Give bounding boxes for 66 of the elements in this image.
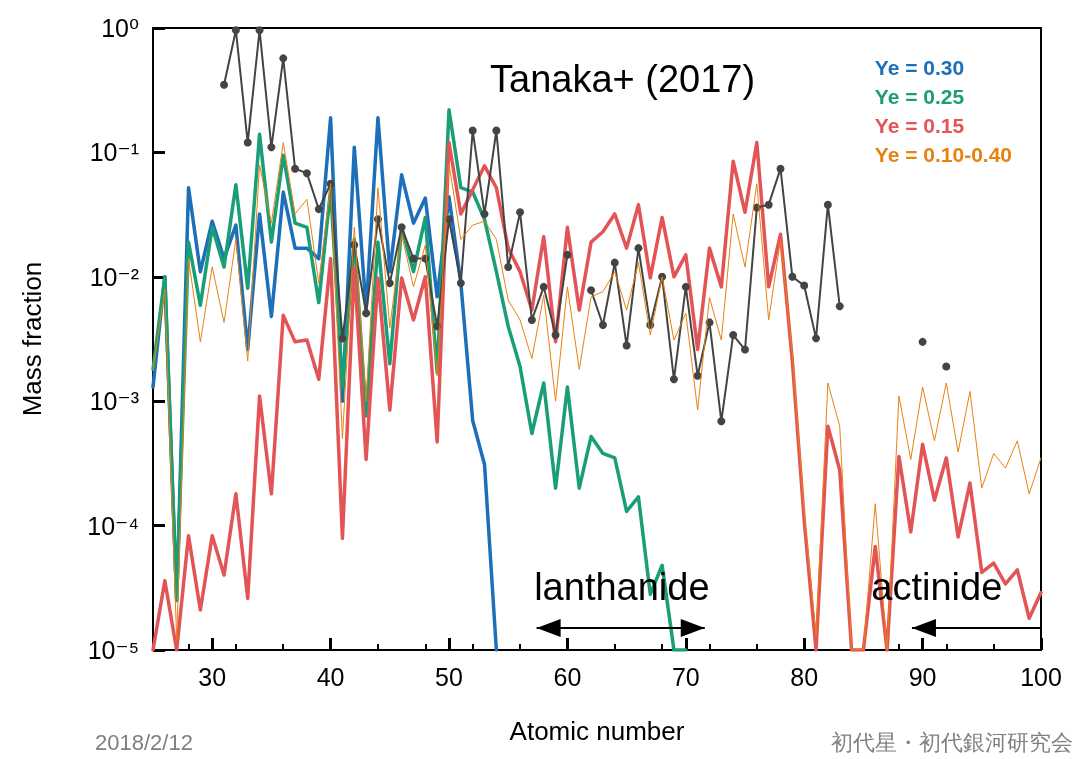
point: [764, 200, 773, 209]
point: [741, 345, 749, 354]
x-tick-label: 30: [198, 662, 227, 691]
text: 初代星・初代銀河研究会: [831, 729, 1073, 755]
text: Ye = 0.25: [874, 85, 965, 108]
point: [634, 244, 643, 253]
text: Ye = 0.30: [874, 56, 965, 79]
x-tick-label: 80: [790, 662, 819, 691]
point: [291, 164, 300, 173]
point: [243, 138, 252, 147]
point: [918, 337, 927, 346]
x-tick-label: 100: [1020, 662, 1062, 691]
point: [397, 223, 406, 232]
point: [776, 164, 785, 173]
point: [338, 334, 347, 343]
point: [468, 126, 477, 135]
point: [942, 362, 951, 371]
y-tick-label: 10⁰: [101, 14, 139, 42]
y-tick-label: 10⁻³: [89, 387, 139, 416]
point: [835, 302, 844, 311]
point: [231, 26, 240, 35]
point: [669, 375, 678, 384]
point: [800, 281, 809, 290]
point: [598, 320, 607, 329]
point: [729, 331, 738, 340]
point: [385, 279, 394, 288]
y-tick-label: 10⁻²: [89, 262, 139, 291]
point: [717, 417, 726, 426]
text: Tanaka+ (2017): [490, 58, 756, 100]
point: [551, 331, 560, 340]
x-tick-label: 60: [553, 662, 582, 691]
point: [362, 309, 371, 318]
point: [622, 341, 631, 350]
point: [610, 258, 619, 267]
point: [516, 208, 525, 217]
point: [302, 169, 311, 178]
point: [480, 209, 489, 218]
point: [823, 200, 832, 209]
x-tick-label: 50: [435, 662, 463, 691]
text: 2018/2/12: [95, 729, 193, 755]
point: [587, 286, 596, 295]
point: [456, 279, 465, 288]
point: [788, 272, 797, 281]
point: [539, 282, 548, 291]
point: [314, 205, 323, 214]
point: [492, 126, 501, 135]
text: Ye = 0.15: [874, 114, 965, 137]
y-axis-title: Mass fraction: [17, 261, 47, 417]
y-tick-label: 10⁻⁵: [87, 636, 139, 664]
text: Ye = 0.10-0.40: [874, 143, 1013, 166]
x-tick-label: 90: [908, 662, 937, 691]
point: [527, 315, 536, 324]
point: [279, 54, 288, 63]
point: [267, 143, 276, 152]
point: [681, 282, 690, 291]
y-tick-label: 10⁻¹: [89, 138, 139, 167]
point: [409, 254, 418, 263]
x-axis-title: Atomic number: [509, 716, 685, 746]
point: [812, 334, 821, 343]
y-tick-label: 10⁻⁴: [87, 511, 139, 540]
point: [563, 250, 572, 259]
x-tick-label: 70: [671, 662, 700, 691]
point: [504, 262, 513, 271]
x-tick-label: 40: [316, 662, 345, 691]
point: [255, 26, 264, 35]
point: [220, 80, 229, 89]
